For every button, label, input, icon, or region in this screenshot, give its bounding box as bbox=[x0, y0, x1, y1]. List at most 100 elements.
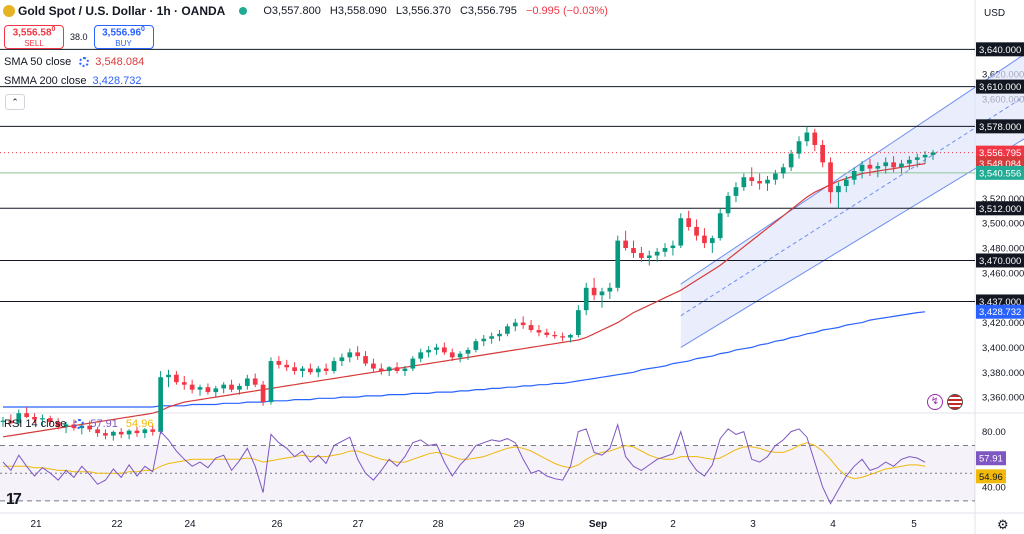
candle-body bbox=[670, 245, 676, 249]
rsi-legend[interactable]: RSI 14 close 57.91 54.96 bbox=[4, 418, 153, 430]
level-tag-label: 3,578.000 bbox=[979, 122, 1021, 133]
x-tick-label: 3 bbox=[750, 519, 756, 530]
smma200-value: 3,428.732 bbox=[92, 75, 142, 87]
candle-body bbox=[426, 349, 431, 353]
rsi-settings-icon[interactable] bbox=[74, 419, 85, 429]
candle-body bbox=[371, 363, 376, 369]
candle-body bbox=[843, 179, 849, 186]
candle-body bbox=[694, 226, 699, 236]
y-tick-label: 3,360.000 bbox=[982, 393, 1024, 404]
candle-body bbox=[662, 248, 668, 252]
candle-body bbox=[237, 385, 242, 390]
candle-body bbox=[568, 334, 573, 338]
sell-button[interactable]: 3,556.580 SELL bbox=[4, 25, 64, 49]
sell-price: 3,556.58 bbox=[12, 27, 52, 39]
candle-body bbox=[607, 287, 613, 292]
candle-body bbox=[394, 367, 400, 372]
buy-button[interactable]: 3,556.960 BUY bbox=[93, 25, 154, 49]
x-tick-label: 2 bbox=[670, 519, 676, 530]
candle-body bbox=[646, 255, 652, 258]
chart-header: Gold Spot / U.S. Dollar · 1h · OANDA O3,… bbox=[0, 0, 614, 22]
candle-body bbox=[812, 132, 818, 145]
candle-body bbox=[158, 377, 163, 432]
buy-price-sup: 0 bbox=[141, 26, 145, 34]
rsi-value-tag bbox=[976, 451, 1006, 466]
candle-body bbox=[560, 336, 565, 338]
candle-body bbox=[442, 347, 447, 353]
chevron-up-icon[interactable]: ⌃ bbox=[5, 94, 25, 110]
candle-body bbox=[709, 238, 715, 244]
candle-body bbox=[181, 382, 187, 385]
candle-body bbox=[883, 162, 889, 167]
candle-body bbox=[528, 325, 534, 331]
price-tag-label: 3,548.084 bbox=[979, 159, 1021, 170]
candle-body bbox=[583, 287, 589, 311]
sma50-label: SMA 50 close bbox=[4, 56, 72, 68]
x-tick-label: 27 bbox=[352, 519, 364, 530]
candle-body bbox=[828, 162, 833, 193]
price-tag-label: 3,540.556 bbox=[979, 168, 1021, 179]
smma200-label: SMMA 200 close bbox=[4, 75, 87, 87]
candle-body bbox=[851, 171, 857, 180]
high-value: H3,558.090 bbox=[329, 5, 387, 17]
candle-body bbox=[55, 421, 61, 427]
candle-body bbox=[0, 420, 6, 422]
candle-body bbox=[315, 368, 321, 373]
candle-body bbox=[804, 132, 810, 142]
level-tag bbox=[976, 42, 1024, 57]
sma50-value: 3,548.084 bbox=[95, 56, 145, 68]
currency-label[interactable]: USD bbox=[984, 8, 1006, 19]
gear-icon[interactable]: ⚙ bbox=[997, 517, 1009, 532]
candle-body bbox=[378, 368, 384, 372]
candle-body bbox=[599, 291, 605, 296]
y-tick-label: 3,380.000 bbox=[982, 368, 1024, 379]
candle-body bbox=[631, 248, 636, 254]
candle-body bbox=[497, 333, 502, 337]
rsi-tick-label: 40.00 bbox=[982, 483, 1006, 494]
candle-body bbox=[40, 418, 45, 420]
low-value: L3,556.370 bbox=[395, 5, 451, 17]
candle-body bbox=[899, 163, 904, 168]
sma50-line bbox=[2, 163, 926, 438]
level-tag bbox=[976, 79, 1024, 94]
candle-body bbox=[536, 330, 542, 333]
level-tag-label: 3,437.000 bbox=[979, 297, 1021, 308]
candle-body bbox=[489, 336, 494, 339]
smma200-legend[interactable]: SMMA 200 close 3,428.732 bbox=[4, 75, 141, 87]
sma50-legend[interactable]: SMA 50 close 3,548.084 bbox=[4, 56, 144, 68]
candle-body bbox=[907, 159, 912, 164]
candle-body bbox=[639, 253, 644, 258]
lightning-event-icon[interactable]: ↯ bbox=[927, 394, 943, 410]
buy-label: BUY bbox=[115, 38, 132, 48]
candle-body bbox=[702, 235, 707, 244]
price-tag bbox=[976, 165, 1024, 180]
symbol-title[interactable]: Gold Spot / U.S. Dollar · 1h · OANDA bbox=[18, 4, 226, 18]
candle-body bbox=[260, 384, 266, 403]
candle-body bbox=[512, 322, 518, 327]
candle-body bbox=[678, 218, 684, 246]
us-flag-icon[interactable] bbox=[947, 394, 963, 410]
candle-body bbox=[922, 154, 928, 158]
price-tag bbox=[976, 304, 1024, 319]
x-tick-label: 26 bbox=[271, 519, 283, 530]
candle-body bbox=[891, 162, 896, 168]
candle-body bbox=[244, 378, 250, 386]
candle-body bbox=[134, 430, 140, 434]
candle-body bbox=[520, 322, 526, 326]
candle-body bbox=[591, 287, 597, 296]
sma50-settings-icon[interactable] bbox=[79, 57, 90, 67]
candle-body bbox=[725, 195, 731, 214]
y-tick-label: 3,480.000 bbox=[982, 244, 1024, 255]
candle-body bbox=[87, 425, 93, 430]
candle-body bbox=[32, 416, 37, 420]
candle-body bbox=[796, 141, 802, 154]
open-value: O3,557.800 bbox=[263, 5, 321, 17]
candle-body bbox=[24, 413, 29, 417]
candle-body bbox=[110, 431, 116, 436]
rsi-tick-label: 80.00 bbox=[982, 427, 1006, 438]
candle-body bbox=[347, 352, 353, 358]
trade-panel: 3,556.580 SELL 38.0 3,556.960 BUY bbox=[4, 25, 154, 49]
candle-body bbox=[552, 334, 558, 337]
candle-body bbox=[449, 352, 455, 358]
